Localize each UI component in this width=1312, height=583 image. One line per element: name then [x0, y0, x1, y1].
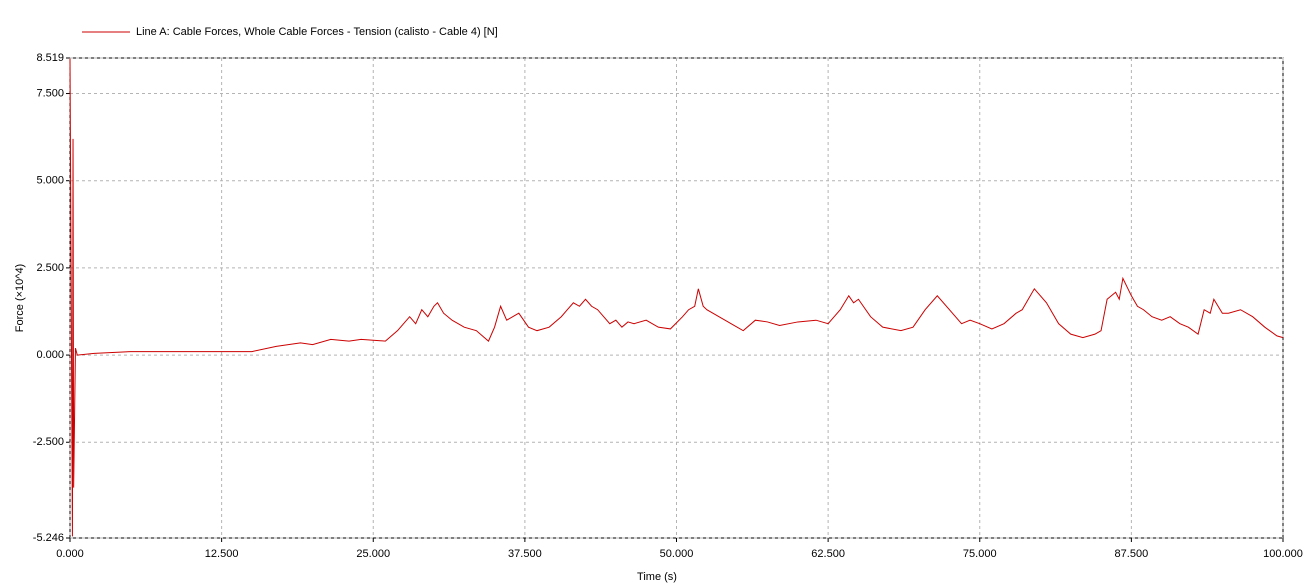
x-tick-label: 50.000 [660, 548, 694, 560]
y-tick-label: -5.246 [33, 532, 64, 544]
x-tick-label: 100.000 [1263, 548, 1303, 560]
y-tick-label: 2.500 [36, 262, 64, 274]
y-tick-label: 5.000 [36, 175, 64, 187]
x-tick-label: 75.000 [963, 548, 997, 560]
legend-label: Line A: Cable Forces, Whole Cable Forces… [136, 26, 498, 38]
x-tick-label: 37.500 [508, 548, 542, 560]
y-tick-label: -2.500 [33, 436, 64, 448]
x-tick-label: 12.500 [205, 548, 239, 560]
x-tick-label: 87.500 [1115, 548, 1149, 560]
y-tick-label: 8.519 [36, 52, 64, 64]
x-tick-label: 62.500 [811, 548, 845, 560]
y-tick-label: 0.000 [36, 349, 64, 361]
data-line [69, 58, 1284, 537]
x-tick-label: 25.000 [356, 548, 390, 560]
x-axis-label: Time (s) [637, 571, 677, 583]
x-tick-label: 0.000 [56, 548, 84, 560]
y-tick-label: 7.500 [36, 87, 64, 99]
y-axis-label: Force (×10^4) [14, 264, 26, 332]
